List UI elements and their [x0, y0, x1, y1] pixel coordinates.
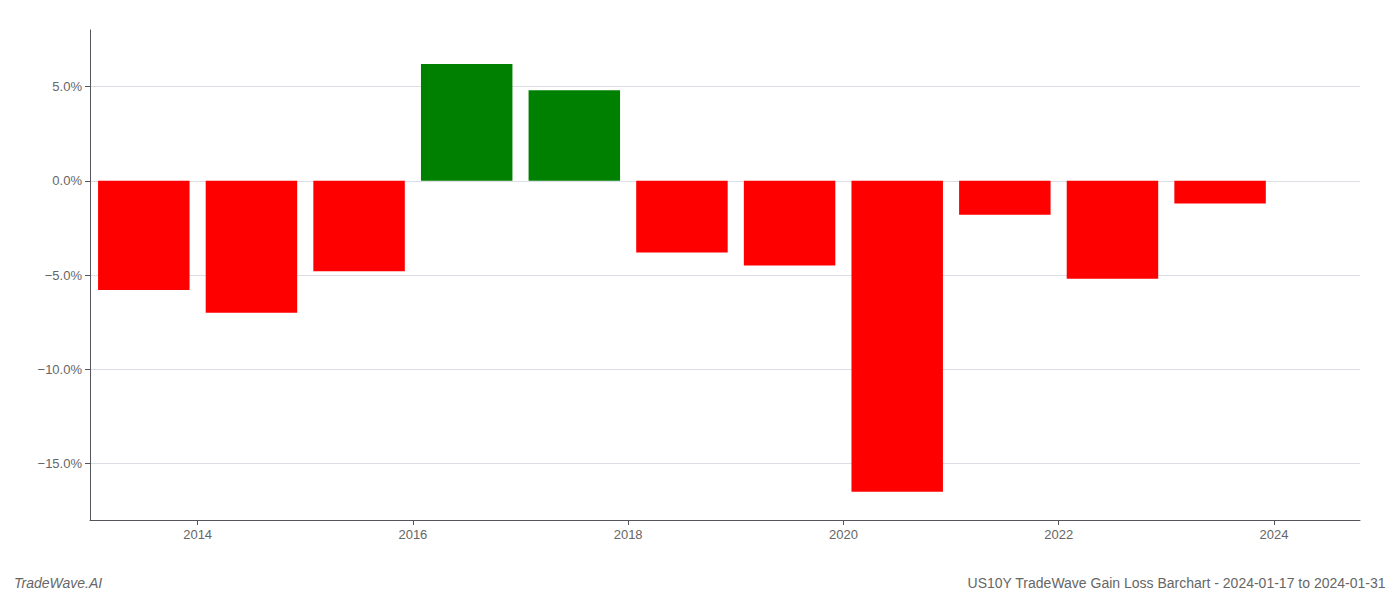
svg-text:−15.0%: −15.0%: [38, 456, 83, 471]
svg-text:−5.0%: −5.0%: [45, 268, 83, 283]
svg-text:2018: 2018: [614, 527, 643, 542]
svg-text:US10Y TradeWave Gain Loss Barc: US10Y TradeWave Gain Loss Barchart - 202…: [968, 575, 1386, 591]
svg-text:2024: 2024: [1259, 527, 1288, 542]
svg-text:5.0%: 5.0%: [52, 79, 82, 94]
svg-text:0.0%: 0.0%: [52, 173, 82, 188]
svg-text:−10.0%: −10.0%: [38, 362, 83, 377]
svg-text:2016: 2016: [398, 527, 427, 542]
svg-text:2022: 2022: [1044, 527, 1073, 542]
svg-text:2020: 2020: [829, 527, 858, 542]
svg-text:2014: 2014: [183, 527, 212, 542]
svg-text:TradeWave.AI: TradeWave.AI: [14, 575, 102, 591]
